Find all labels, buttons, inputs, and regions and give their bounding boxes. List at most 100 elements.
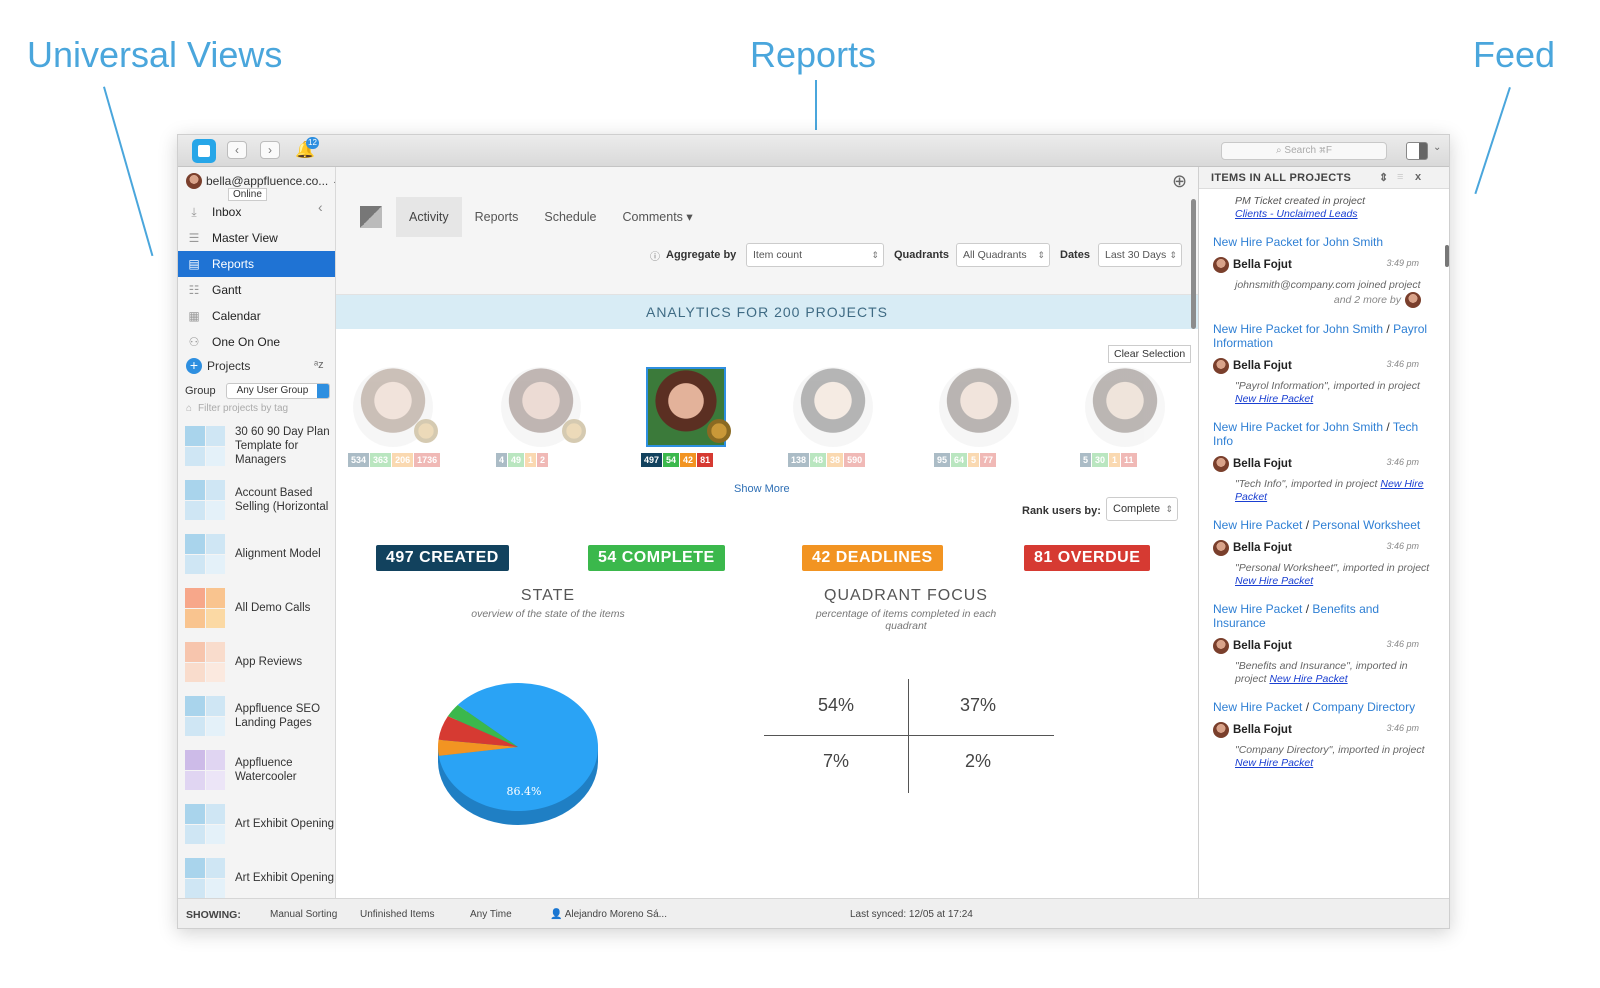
sidebar-item-calendar[interactable]: ▦ Calendar	[178, 303, 335, 329]
feed-entry-user: Bella Fojut	[1233, 542, 1292, 554]
user-card[interactable]: 138 48 38 590	[788, 363, 878, 471]
back-arrow-icon[interactable]: ‹	[227, 141, 247, 159]
feed-entry-link[interactable]: New Hire Packet	[1235, 575, 1314, 587]
add-project-icon[interactable]: +	[186, 358, 202, 374]
rank-label: Rank users by:	[1022, 505, 1101, 517]
time-filter[interactable]: Any Time	[470, 909, 512, 920]
callout-line-reports	[815, 80, 817, 130]
sidebar-item-one-on-one[interactable]: ⚇ One On One	[178, 329, 335, 355]
project-item[interactable]: Appfluence SEO Landing Pages	[178, 689, 335, 743]
sidebar-item-inbox[interactable]: ⤓ Inbox	[178, 199, 335, 225]
rank-select[interactable]: Complete	[1106, 497, 1178, 521]
feed-entry-user-row: Bella Fojut 3:46 pm	[1213, 638, 1435, 654]
sidebar-item-reports[interactable]: ▤ Reports	[178, 251, 335, 277]
inbox-icon: ⤓	[191, 205, 197, 219]
project-item[interactable]: Account Based Selling (Horizontal	[178, 473, 335, 527]
user-card[interactable]: 5 30 1 11	[1080, 363, 1170, 471]
feed-entry-link[interactable]: New Hire Packet	[1269, 673, 1348, 685]
feed-entry-separator: /	[1302, 700, 1313, 714]
forward-arrow-icon[interactable]: ›	[260, 141, 280, 159]
sidebar-item-master-view[interactable]: ☰ Master View	[178, 225, 335, 251]
user-card[interactable]: 497 54 42 81	[641, 363, 731, 471]
main-scrollbar[interactable]	[1191, 199, 1196, 329]
panel-toggle-icon[interactable]	[1406, 142, 1428, 160]
project-item[interactable]: Art Exhibit Opening	[178, 851, 335, 898]
search-input[interactable]: ⌕ Search ⌘F	[1221, 142, 1387, 160]
tab-activity[interactable]: Activity	[396, 197, 462, 237]
feed-entry-link[interactable]: New Hire Packet	[1235, 393, 1314, 405]
feed-entry-user: Bella Fojut	[1233, 724, 1292, 736]
user-stats: 4 49 1 2	[496, 453, 549, 467]
feed-entry-separator: /	[1302, 518, 1313, 532]
pie-slice[interactable]	[447, 704, 518, 747]
group-row: Group Any User Group	[185, 383, 330, 399]
app-logo-icon[interactable]	[192, 139, 216, 163]
feed-entry-title[interactable]: New Hire Packet / Company Directory	[1213, 700, 1435, 714]
user-card[interactable]: 95 64 5 77	[934, 363, 1024, 471]
project-name: Alignment Model	[235, 548, 321, 560]
quadrants-select[interactable]: All Quadrants	[956, 243, 1050, 267]
feed-entry-link[interactable]: New Hire Packet	[1235, 478, 1424, 503]
close-icon[interactable]: x	[1415, 171, 1422, 183]
project-item[interactable]: Art Exhibit Opening	[178, 797, 335, 851]
sort-az-icon[interactable]: ᵃz	[314, 359, 324, 371]
project-item[interactable]: Appfluence Watercooler	[178, 743, 335, 797]
feed-entry-user-row: Bella Fojut 3:46 pm	[1213, 358, 1435, 374]
state-pie-chart: 86.4%	[428, 677, 608, 837]
feed-scrollbar[interactable]	[1445, 245, 1449, 267]
tag-icon: ⌂	[186, 403, 193, 414]
feed-entry-link[interactable]: New Hire Packet	[1235, 757, 1314, 769]
aggregate-select[interactable]: Item count	[746, 243, 884, 267]
user-filter[interactable]: 👤 Alejandro Moreno Sá...	[550, 909, 667, 920]
feed-entry-title[interactable]: New Hire Packet for John Smith / Payrol …	[1213, 322, 1435, 350]
feed-entry-user-row: Bella Fojut 3:49 pm	[1213, 257, 1435, 273]
kpi-deadlines: 42 DEADLINES	[802, 545, 943, 571]
medal-icon	[707, 419, 731, 443]
feed-entry: New Hire Packet for John Smith / Tech In…	[1213, 420, 1435, 504]
feed-body: PM Ticket created in project Clients - U…	[1213, 189, 1435, 770]
user-card[interactable]: 4 49 1 2	[496, 363, 586, 471]
pie-slice[interactable]	[438, 683, 598, 811]
feed-entry-title[interactable]: New Hire Packet for John Smith	[1213, 235, 1435, 249]
project-item[interactable]: All Demo Calls	[178, 581, 335, 635]
tag-filter-input[interactable]: ⌂ Filter projects by tag	[186, 403, 288, 414]
show-more-link[interactable]: Show More	[734, 483, 790, 495]
user-stats: 5 30 1 11	[1080, 453, 1137, 467]
pie-slice[interactable]	[438, 739, 518, 756]
callout-reports: Reports	[750, 34, 877, 75]
list-icon[interactable]: ≡	[1397, 171, 1404, 183]
sort-arrows-icon[interactable]: ⇕	[1379, 172, 1389, 184]
project-item[interactable]: Alignment Model	[178, 527, 335, 581]
project-item[interactable]: 30 60 90 Day Plan Template for Managers	[178, 419, 335, 473]
globe-icon[interactable]: ⊕	[1172, 171, 1188, 191]
project-thumbnail	[185, 426, 225, 466]
feed-entry-title[interactable]: New Hire Packet / Personal Worksheet	[1213, 518, 1435, 532]
sidebar-item-gantt[interactable]: ☷ Gantt	[178, 277, 335, 303]
group-select[interactable]: Any User Group	[225, 383, 330, 399]
feed-entry-title[interactable]: New Hire Packet / Benefits and Insurance	[1213, 602, 1435, 630]
feed-entry-separator: /	[1383, 420, 1393, 434]
feed-entry-time: 3:46 pm	[1386, 541, 1419, 551]
avatar	[1213, 456, 1229, 472]
user-stat: 5	[968, 453, 980, 467]
clear-selection-button[interactable]: Clear Selection	[1108, 345, 1192, 363]
tab-schedule[interactable]: Schedule	[544, 210, 597, 224]
collapse-sidebar-icon[interactable]: ‹	[318, 199, 323, 215]
user-stat: 48	[810, 453, 827, 467]
items-filter[interactable]: Unfinished Items	[360, 909, 435, 920]
tab-reports[interactable]: Reports	[474, 210, 519, 224]
feed-entry-title[interactable]: New Hire Packet for John Smith / Tech In…	[1213, 420, 1435, 448]
chevron-down-icon[interactable]: ⌄	[1433, 142, 1442, 153]
feed-top-note-link[interactable]: Clients - Unclaimed Leads	[1235, 208, 1358, 220]
info-icon[interactable]: ⓘ	[650, 252, 660, 263]
filters-row: ⓘ Aggregate by Item count Quadrants All …	[336, 243, 1198, 269]
dates-select[interactable]: Last 30 Days	[1098, 243, 1182, 267]
pie-slice[interactable]	[438, 716, 518, 747]
tab-comments[interactable]: Comments ▾	[622, 210, 693, 224]
project-item[interactable]: App Reviews	[178, 635, 335, 689]
sorting-filter[interactable]: Manual Sorting	[270, 909, 338, 920]
project-thumbnail	[185, 858, 225, 898]
account-menu[interactable]: bella@appfluence.co... ⌄	[186, 173, 335, 189]
feed-entry-time: 3:46 pm	[1386, 723, 1419, 733]
user-card[interactable]: 534 363 206 1736	[348, 363, 441, 471]
